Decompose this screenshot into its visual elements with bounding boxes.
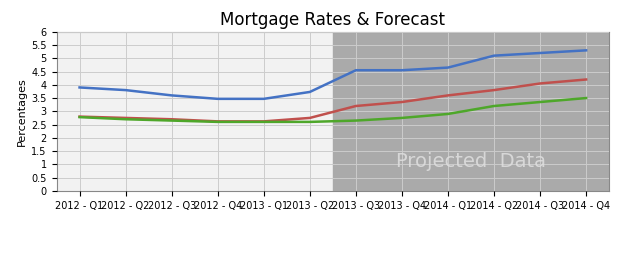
Bar xyxy=(333,32,609,191)
Y-axis label: Percentages: Percentages xyxy=(17,77,27,146)
Text: Projected  Data: Projected Data xyxy=(396,152,546,171)
Title: Mortgage Rates & Forecast: Mortgage Rates & Forecast xyxy=(220,11,445,29)
